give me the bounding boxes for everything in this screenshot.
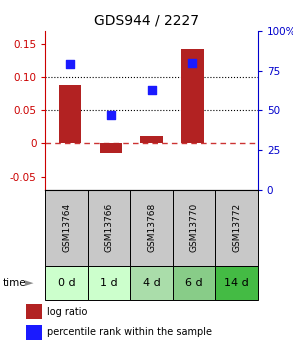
Text: percentile rank within the sample: percentile rank within the sample <box>47 327 212 337</box>
Text: GSM13770: GSM13770 <box>190 203 199 252</box>
Bar <box>130 190 173 266</box>
Bar <box>130 266 173 300</box>
Text: ►: ► <box>25 278 33 288</box>
Text: time: time <box>3 278 27 288</box>
Bar <box>181 49 204 144</box>
Bar <box>100 144 122 154</box>
Text: 1 d: 1 d <box>100 278 118 288</box>
Bar <box>88 190 130 266</box>
Bar <box>45 266 88 300</box>
Text: GSM13766: GSM13766 <box>105 203 114 252</box>
Text: GSM13768: GSM13768 <box>147 203 156 252</box>
Bar <box>26 325 42 340</box>
Point <box>190 60 195 66</box>
Point <box>68 62 72 67</box>
Text: GSM13764: GSM13764 <box>62 203 71 252</box>
Bar <box>173 266 215 300</box>
Bar <box>215 190 258 266</box>
Bar <box>26 304 42 319</box>
Point <box>149 87 154 92</box>
Text: 14 d: 14 d <box>224 278 249 288</box>
Text: GDS944 / 2227: GDS944 / 2227 <box>94 14 199 28</box>
Bar <box>45 190 88 266</box>
Bar <box>215 266 258 300</box>
Bar <box>173 190 215 266</box>
Text: GSM13772: GSM13772 <box>232 203 241 252</box>
Text: log ratio: log ratio <box>47 307 87 317</box>
Point <box>108 112 113 118</box>
Text: 6 d: 6 d <box>185 278 203 288</box>
Text: 4 d: 4 d <box>143 278 161 288</box>
Bar <box>140 136 163 144</box>
Bar <box>88 266 130 300</box>
Text: 0 d: 0 d <box>58 278 76 288</box>
Bar <box>59 85 81 144</box>
